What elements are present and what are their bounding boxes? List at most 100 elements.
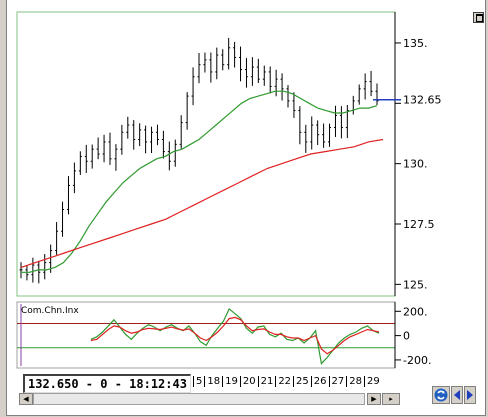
date-tick-label: 20 xyxy=(239,376,258,387)
triangle-right-icon xyxy=(467,390,473,400)
price-bar xyxy=(316,120,320,146)
price-bar xyxy=(274,69,278,97)
indicator-tick-label: 0 xyxy=(403,330,410,343)
date-tick-label: 25 xyxy=(293,376,311,387)
scroll-left-button[interactable]: ◀ xyxy=(19,393,33,405)
price-bar xyxy=(256,58,260,83)
price-bar xyxy=(55,222,59,255)
refresh-button[interactable] xyxy=(432,386,450,404)
price-layer xyxy=(19,37,384,284)
price-bar xyxy=(138,123,142,147)
indicator-tick-label: 200. xyxy=(403,305,428,318)
price-bar xyxy=(185,92,189,130)
price-bar xyxy=(61,201,65,237)
scroll-right-end-button[interactable]: ▸ xyxy=(382,393,400,405)
price-bar xyxy=(31,257,35,283)
price-bar xyxy=(363,73,367,100)
horizontal-scrollbar[interactable] xyxy=(33,393,365,405)
slow-moving-average-line xyxy=(20,138,384,268)
date-tick-label: 5 xyxy=(193,376,204,387)
price-bar xyxy=(221,49,225,71)
price-tick-label: 130. xyxy=(403,158,428,171)
price-bar xyxy=(155,124,159,146)
price-bar xyxy=(292,92,296,118)
price-bar xyxy=(72,162,76,194)
price-bar xyxy=(209,52,213,83)
price-bar xyxy=(167,141,171,171)
price-tick-label: 127.5 xyxy=(403,218,435,231)
date-tick-label: 21 xyxy=(257,376,276,387)
price-tick-label: 125. xyxy=(403,278,428,291)
price-bar xyxy=(250,57,254,86)
date-tick-label: 27 xyxy=(328,376,347,387)
indicator-layer xyxy=(17,304,395,366)
price-bar xyxy=(268,66,272,94)
price-bar xyxy=(322,123,326,148)
price-bar xyxy=(339,106,343,139)
price-bar xyxy=(173,139,177,167)
price-bar xyxy=(286,85,290,108)
price-bar xyxy=(262,65,266,86)
price-bar xyxy=(310,116,314,150)
chart-window: 125. 127.5 130. 135. 132.65 Com.Chn.Inx 200.… xyxy=(6,0,486,416)
price-bar xyxy=(161,130,165,159)
price-bar xyxy=(19,262,23,279)
price-bar xyxy=(132,120,136,150)
price-bar xyxy=(244,58,248,88)
indicator-panel xyxy=(16,301,396,369)
date-tick-label: 18 xyxy=(204,376,222,387)
status-readout: 132.650 - 0 - 18:12:43 xyxy=(23,374,191,393)
price-bar xyxy=(280,73,284,101)
indicator-label: Com.Chn.Inx xyxy=(21,306,79,316)
next-button[interactable] xyxy=(464,386,476,404)
cci-signal-line xyxy=(90,316,380,355)
price-bar xyxy=(114,144,118,171)
price-bar xyxy=(375,83,379,105)
price-bar xyxy=(90,144,94,169)
price-bar xyxy=(304,124,308,153)
price-bar xyxy=(43,254,47,280)
price-bar xyxy=(96,137,100,160)
price-bar xyxy=(333,105,337,137)
price-bar xyxy=(357,84,361,105)
price-bar xyxy=(298,106,302,145)
date-tick-label: 28 xyxy=(346,376,364,387)
previous-button[interactable] xyxy=(451,386,463,404)
refresh-icon xyxy=(434,388,448,402)
chart-canvas: 125. 127.5 130. 135. 132.65 Com.Chn.Inx 200.… xyxy=(16,11,442,369)
price-bar xyxy=(345,104,349,139)
price-bar xyxy=(239,46,243,82)
price-bar xyxy=(179,115,183,149)
price-bar xyxy=(37,260,41,284)
maximize-button[interactable] xyxy=(473,12,484,23)
indicator-tick-label: -200. xyxy=(403,354,431,367)
price-bar xyxy=(227,37,231,70)
price-bar xyxy=(203,52,207,73)
price-bar xyxy=(84,144,88,174)
fast-moving-average-line xyxy=(21,90,378,273)
price-bar xyxy=(144,125,148,154)
price-bar xyxy=(233,41,237,68)
price-bar xyxy=(197,52,201,84)
price-bar xyxy=(369,70,373,97)
indicator-axis: 200. 0 -200. xyxy=(394,302,431,368)
date-tick-label: 19 xyxy=(222,376,240,387)
price-bar xyxy=(126,116,130,139)
date-tick-label: 26 xyxy=(310,376,329,387)
triangle-left-icon xyxy=(454,390,460,400)
scroll-right-button[interactable]: ▶ xyxy=(367,393,381,405)
price-panel xyxy=(16,11,396,297)
price-bar xyxy=(191,67,195,106)
price-bar xyxy=(78,151,82,175)
price-bar xyxy=(66,176,70,215)
price-axis: 125. 127.5 130. 135. 132.65 xyxy=(373,12,442,296)
price-bar xyxy=(120,124,124,155)
last-price-label: 132.65 xyxy=(403,94,442,107)
price-bar xyxy=(150,126,154,154)
date-axis: 5 18 19 20 21 22 25 26 27 28 29 xyxy=(193,376,382,390)
price-tick-label: 135. xyxy=(403,37,428,50)
price-bar xyxy=(102,134,106,163)
price-bar xyxy=(108,132,112,165)
date-tick-label: 22 xyxy=(275,376,293,387)
date-tick-label: 29 xyxy=(363,376,382,387)
